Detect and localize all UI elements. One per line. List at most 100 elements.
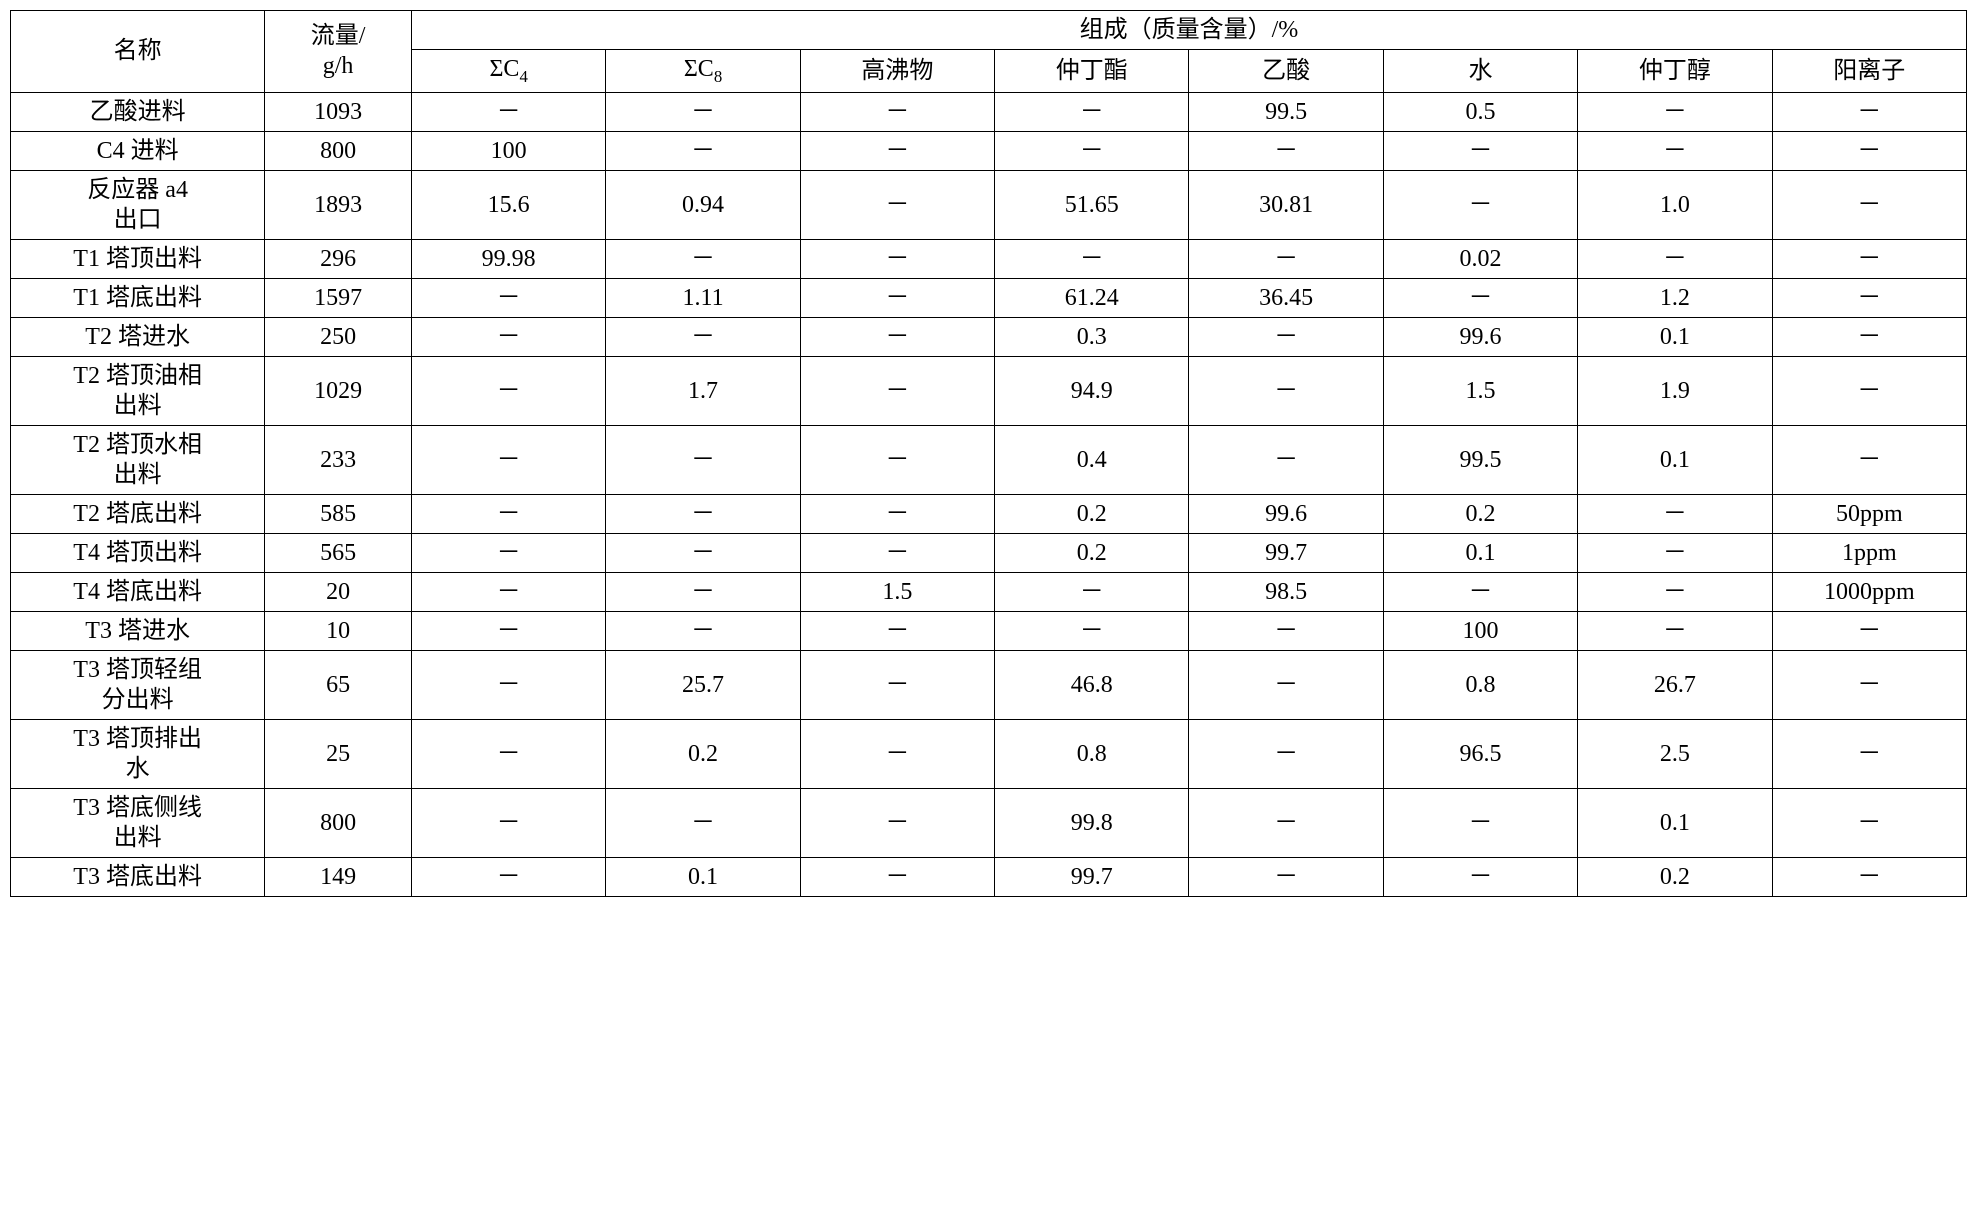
composition-table: 名称 流量/ g/h 组成（质量含量）/% ΣC4 ΣC8 高沸物 仲丁酯 乙酸… (10, 10, 1967, 897)
row-cell: 0.1 (1578, 788, 1772, 857)
row-cell: － (411, 317, 605, 356)
row-cell: － (1189, 611, 1383, 650)
row-cell: 30.81 (1189, 170, 1383, 239)
row-cell: － (1189, 317, 1383, 356)
table-row: 反应器 a4出口189315.60.94－51.6530.81－1.0－ (11, 170, 1967, 239)
row-flow: 1093 (265, 92, 412, 131)
row-cell: － (606, 788, 800, 857)
row-cell: 0.4 (995, 425, 1189, 494)
row-cell: 1.5 (800, 572, 994, 611)
table-row: T1 塔顶出料29699.98－－－－0.02－－ (11, 239, 1967, 278)
row-cell: 1.7 (606, 356, 800, 425)
row-flow: 20 (265, 572, 412, 611)
row-cell: － (995, 239, 1189, 278)
row-cell: 51.65 (995, 170, 1189, 239)
row-cell: － (1772, 317, 1966, 356)
row-cell: 1.5 (1383, 356, 1577, 425)
row-cell: 0.1 (606, 857, 800, 896)
table-row: T2 塔底出料585－－－0.299.60.2－50ppm (11, 494, 1967, 533)
row-cell: － (411, 425, 605, 494)
row-cell: 99.8 (995, 788, 1189, 857)
row-cell: 98.5 (1189, 572, 1383, 611)
row-flow: 1597 (265, 278, 412, 317)
row-cell: － (1189, 650, 1383, 719)
row-flow: 296 (265, 239, 412, 278)
row-cell: － (1189, 857, 1383, 896)
row-name: T4 塔顶出料 (11, 533, 265, 572)
row-name: T4 塔底出料 (11, 572, 265, 611)
row-cell: － (1772, 92, 1966, 131)
row-flow: 149 (265, 857, 412, 896)
header-col-sba: 仲丁酯 (995, 50, 1189, 93)
row-name: 乙酸进料 (11, 92, 265, 131)
row-name: T3 塔顶排出水 (11, 719, 265, 788)
row-flow: 250 (265, 317, 412, 356)
table-row: C4 进料800100－－－－－－－ (11, 131, 1967, 170)
row-cell: － (411, 572, 605, 611)
row-cell: － (1383, 131, 1577, 170)
row-cell: － (800, 494, 994, 533)
row-name: T2 塔顶水相出料 (11, 425, 265, 494)
row-cell: － (1189, 719, 1383, 788)
row-name: T3 塔底出料 (11, 857, 265, 896)
header-col-acetic: 乙酸 (1189, 50, 1383, 93)
row-name: T2 塔进水 (11, 317, 265, 356)
row-cell: 26.7 (1578, 650, 1772, 719)
row-cell: 0.8 (995, 719, 1189, 788)
row-cell: 99.7 (1189, 533, 1383, 572)
row-cell: 61.24 (995, 278, 1189, 317)
row-cell: 15.6 (411, 170, 605, 239)
row-cell: － (606, 131, 800, 170)
row-cell: － (800, 719, 994, 788)
row-flow: 10 (265, 611, 412, 650)
row-cell: 0.1 (1578, 317, 1772, 356)
row-cell: 99.5 (1189, 92, 1383, 131)
table-row: T2 塔顶水相出料233－－－0.4－99.50.1－ (11, 425, 1967, 494)
row-cell: － (1772, 788, 1966, 857)
header-flow: 流量/ g/h (265, 11, 412, 93)
row-cell: － (606, 239, 800, 278)
row-cell: － (1189, 788, 1383, 857)
table-row: T3 塔顶排出水25－0.2－0.8－96.52.5－ (11, 719, 1967, 788)
row-cell: 99.6 (1189, 494, 1383, 533)
header-col-c4: ΣC4 (411, 50, 605, 93)
row-name: T2 塔顶油相出料 (11, 356, 265, 425)
row-cell: － (1578, 239, 1772, 278)
row-flow: 565 (265, 533, 412, 572)
row-cell: － (800, 131, 994, 170)
row-cell: － (411, 650, 605, 719)
row-cell: 25.7 (606, 650, 800, 719)
row-flow: 800 (265, 788, 412, 857)
header-col-cation: 阳离子 (1772, 50, 1966, 93)
row-cell: － (1383, 857, 1577, 896)
row-cell: － (606, 533, 800, 572)
header-col-water: 水 (1383, 50, 1577, 93)
row-cell: 1000ppm (1772, 572, 1966, 611)
row-name: C4 进料 (11, 131, 265, 170)
row-cell: － (411, 356, 605, 425)
table-row: T4 塔顶出料565－－－0.299.70.1－1ppm (11, 533, 1967, 572)
row-cell: 0.3 (995, 317, 1189, 356)
row-cell: － (606, 494, 800, 533)
row-cell: 36.45 (1189, 278, 1383, 317)
row-cell: － (411, 788, 605, 857)
header-col-c8: ΣC8 (606, 50, 800, 93)
table-row: T4 塔底出料20－－1.5－98.5－－1000ppm (11, 572, 1967, 611)
row-cell: － (1772, 356, 1966, 425)
row-cell: － (1189, 425, 1383, 494)
table-row: T2 塔顶油相出料1029－1.7－94.9－1.51.9－ (11, 356, 1967, 425)
header-flow-unit: g/h (323, 53, 354, 79)
row-cell: 1.9 (1578, 356, 1772, 425)
row-cell: － (1772, 857, 1966, 896)
row-cell: － (800, 788, 994, 857)
row-name: T3 塔底侧线出料 (11, 788, 265, 857)
row-cell: 99.7 (995, 857, 1189, 896)
row-cell: － (1383, 170, 1577, 239)
row-cell: － (995, 611, 1189, 650)
header-name: 名称 (11, 11, 265, 93)
row-cell: － (800, 425, 994, 494)
row-cell: 50ppm (1772, 494, 1966, 533)
row-cell: － (1772, 278, 1966, 317)
row-cell: － (606, 92, 800, 131)
row-cell: － (800, 170, 994, 239)
